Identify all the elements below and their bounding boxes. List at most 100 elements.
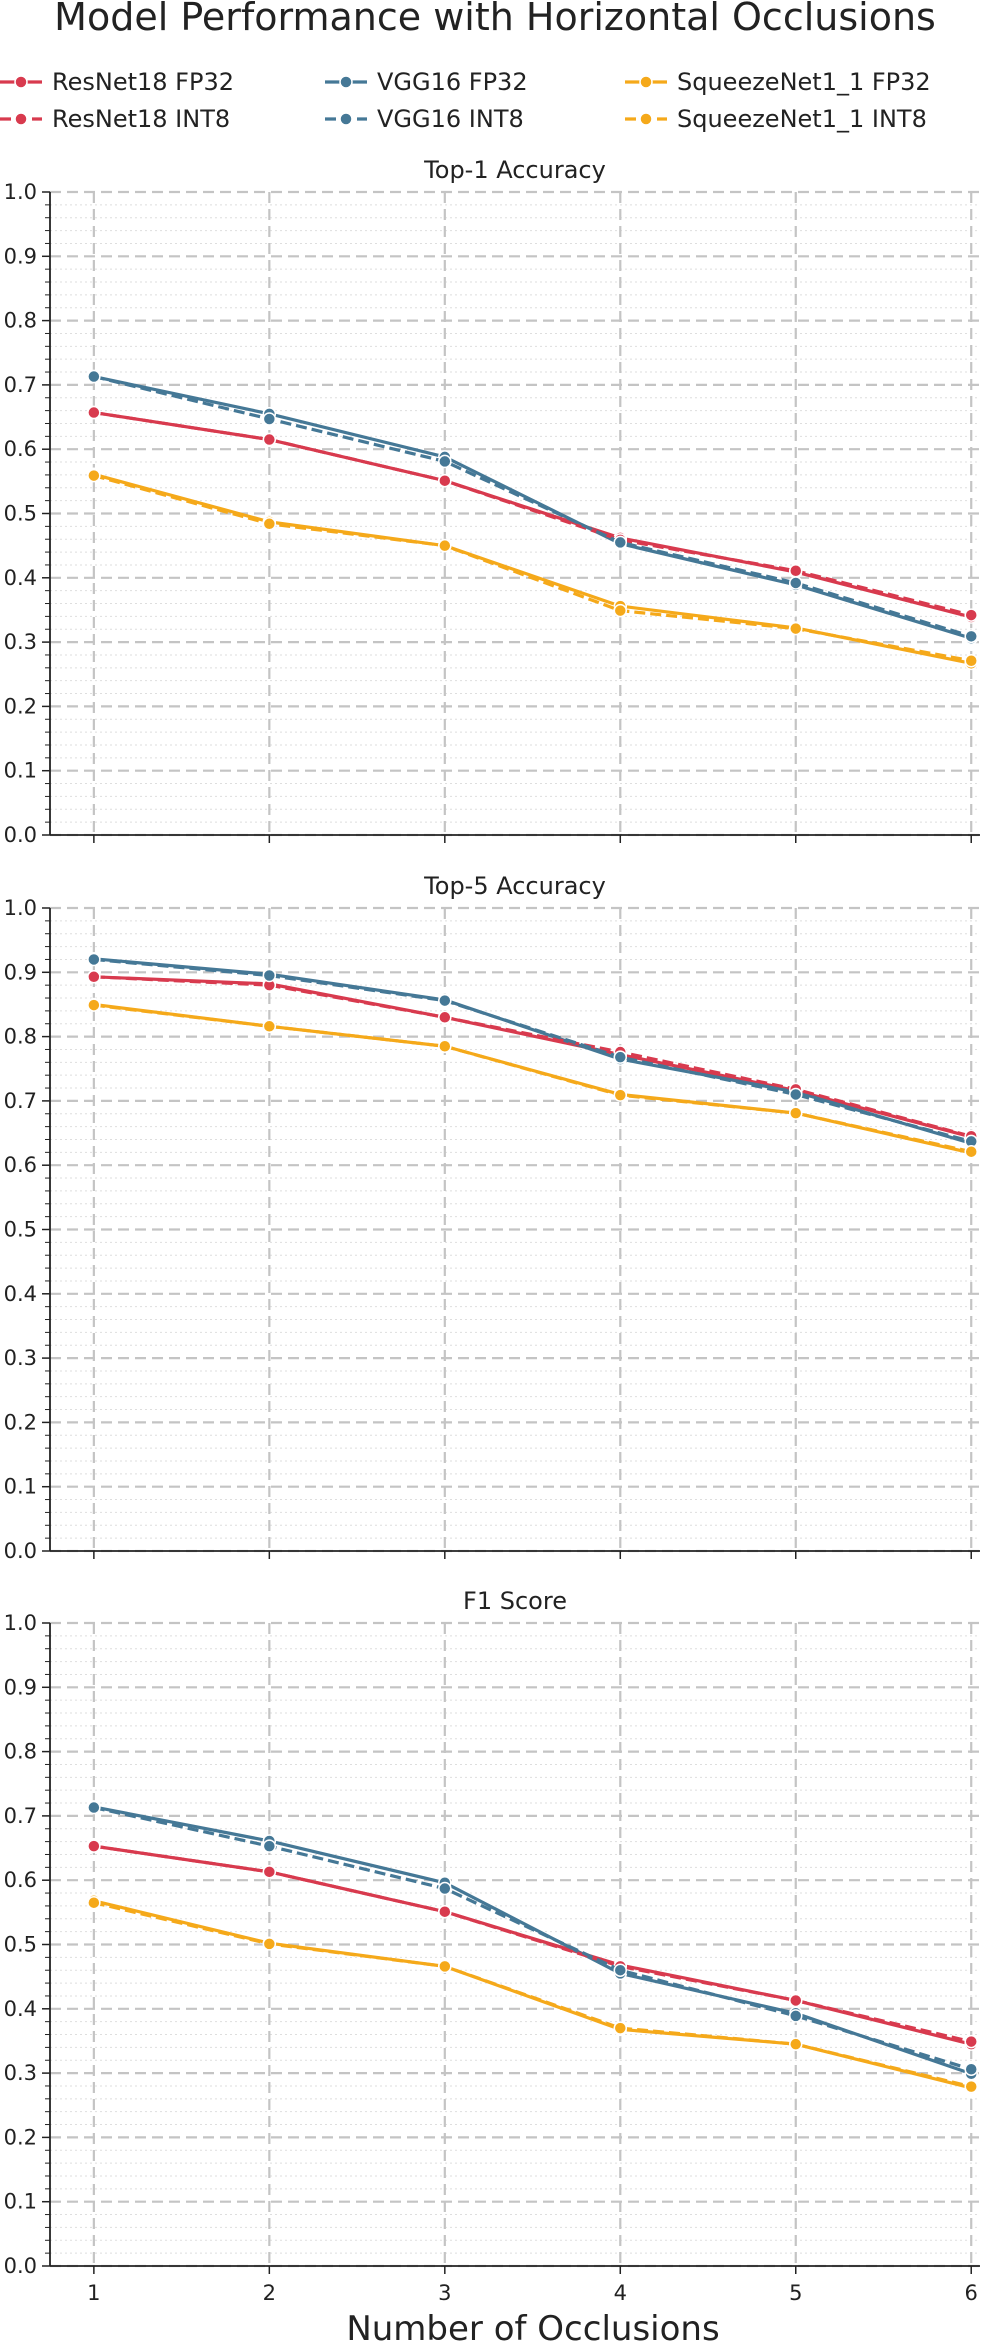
series-resnet18-fp32 <box>87 970 978 1144</box>
data-point <box>789 563 803 578</box>
y-tick-label: 0.3 <box>4 1346 37 1370</box>
data-point <box>789 576 803 590</box>
y-tick-label: 0.0 <box>4 823 37 847</box>
data-point <box>789 1106 803 1120</box>
series-vgg16-int8 <box>87 369 978 644</box>
y-tick-label: 0.0 <box>4 2254 37 2278</box>
legend-marker <box>14 75 28 89</box>
y-tick-label: 1.0 <box>4 1611 37 1635</box>
data-point <box>438 538 452 553</box>
series-line <box>93 957 972 1143</box>
data-point <box>87 970 101 984</box>
legend-marker <box>339 112 353 126</box>
data-point <box>87 369 101 384</box>
data-point <box>262 1865 277 1879</box>
data-point <box>87 405 101 420</box>
series-line <box>93 374 972 640</box>
series-squeezenet1-1-fp32 <box>87 467 978 671</box>
y-tick-label: 0.7 <box>4 1804 37 1828</box>
y-tick-label: 0.4 <box>4 1282 37 1306</box>
y-tick-label: 0.2 <box>4 2125 37 2149</box>
y-tick-label: 0.6 <box>4 437 37 461</box>
legend: ResNet18 FP32 ResNet18 INT8 VGG16 FP32 VGG1… <box>0 68 931 133</box>
series-line <box>93 975 972 1138</box>
data-point <box>438 1959 452 1974</box>
x-tick-label: 5 <box>789 2281 802 2305</box>
data-point <box>438 1904 452 1919</box>
series-squeezenet1-1-int8 <box>87 468 978 668</box>
panel-title: Top-1 Accuracy <box>423 156 606 184</box>
x-tick-label: 2 <box>263 2281 276 2305</box>
data-point <box>87 998 101 1012</box>
series-line <box>93 1002 972 1155</box>
series-line <box>93 1003 972 1154</box>
data-point <box>87 1839 101 1853</box>
data-point <box>262 968 277 983</box>
data-point <box>87 1895 101 1910</box>
x-axis-label: Number of Occlusions <box>346 2309 719 2343</box>
data-point <box>438 454 452 469</box>
y-tick-label: 0.5 <box>4 1933 37 1957</box>
data-point <box>438 1039 452 1053</box>
series-resnet18-int8 <box>87 970 978 1144</box>
x-tick-label: 4 <box>614 2281 627 2305</box>
legend-label: SqueezeNet1_1 INT8 <box>677 105 927 133</box>
series-vgg16-int8 <box>87 952 978 1149</box>
legend-entry: SqueezeNet1_1 INT8 <box>625 105 927 133</box>
legend-label: ResNet18 INT8 <box>52 105 230 133</box>
y-tick-label: 0.5 <box>4 502 37 526</box>
y-tick-label: 0.5 <box>4 1218 37 1242</box>
data-point <box>964 1144 978 1159</box>
x-tick-label: 3 <box>438 2281 451 2305</box>
series-vgg16-int8 <box>87 1800 978 2076</box>
y-tick-label: 0.7 <box>4 373 37 397</box>
data-point <box>262 412 277 426</box>
y-tick-label: 0.9 <box>4 960 37 984</box>
series-line <box>93 410 972 619</box>
data-point <box>964 2034 978 2049</box>
panel-title: F1 Score <box>463 1587 567 1615</box>
data-point <box>964 608 978 622</box>
legend-label: SqueezeNet1_1 FP32 <box>677 68 931 96</box>
legend-label: VGG16 FP32 <box>377 68 528 96</box>
panel-title: Top-5 Accuracy <box>423 872 606 900</box>
data-point <box>262 432 277 447</box>
y-tick-label: 0.6 <box>4 1153 37 1177</box>
data-point <box>262 1019 277 1034</box>
data-point <box>964 653 978 668</box>
plot-panels: Top-1 Accuracy 0.0 0.1 0.2 0.3 0.4 0.5 0.6 0.7 0.… <box>4 156 980 2305</box>
chart-title: Model Performance with Horizontal Occlus… <box>54 0 936 39</box>
y-tick-label: 0.6 <box>4 1868 37 1892</box>
panel-2: Top-5 Accuracy 0.0 0.1 0.2 0.3 0.4 0.5 0.6 0.7 0.… <box>4 872 980 1563</box>
data-point <box>87 468 101 483</box>
y-tick-label: 0.1 <box>4 1475 37 1499</box>
series-line <box>93 1901 972 2089</box>
series-line <box>93 975 972 1139</box>
legend-marker <box>14 112 28 126</box>
y-tick-label: 1.0 <box>4 896 37 920</box>
x-tick-label: 6 <box>965 2281 978 2305</box>
y-tick-label: 0.4 <box>4 566 37 590</box>
legend-entry: VGG16 INT8 <box>325 105 524 133</box>
y-tick-label: 0.4 <box>4 1997 37 2021</box>
legend-entry: VGG16 FP32 <box>325 68 528 96</box>
data-point <box>789 621 803 636</box>
data-point <box>613 535 628 550</box>
data-point <box>964 629 978 644</box>
data-point <box>438 1881 452 1896</box>
series-line <box>93 1844 972 2044</box>
series-line <box>93 410 972 617</box>
series-squeezenet1-1-fp32 <box>87 1894 978 2095</box>
series-line <box>93 374 972 638</box>
y-tick-label: 0.9 <box>4 244 37 268</box>
y-tick-label: 0.7 <box>4 1089 37 1113</box>
legend-label: ResNet18 FP32 <box>52 68 234 96</box>
y-tick-label: 0.8 <box>4 309 37 333</box>
data-point <box>262 1937 277 1951</box>
data-point <box>438 1010 452 1025</box>
data-point <box>438 993 452 1008</box>
data-point <box>964 2079 978 2094</box>
y-tick-label: 0.3 <box>4 630 37 654</box>
legend-marker <box>639 112 653 126</box>
